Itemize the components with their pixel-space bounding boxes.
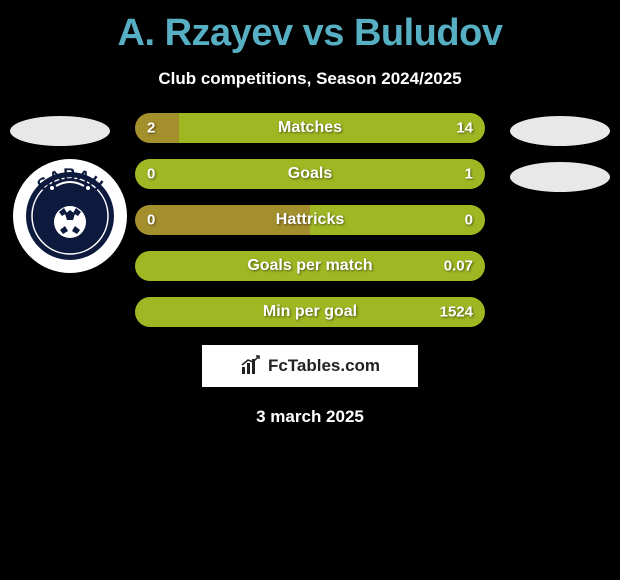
stats-container: SABAH 2017 Matches214Goals01Hattricks00G…	[0, 113, 620, 327]
bar-value-right: 0	[465, 212, 473, 229]
bar-label: Goals	[288, 165, 332, 183]
club-crest-sabah: SABAH 2017	[12, 158, 128, 274]
footer-badge[interactable]: FcTables.com	[202, 345, 418, 387]
bar-label: Goals per match	[247, 257, 372, 275]
stat-bar: Min per goal 1524	[135, 297, 485, 327]
right-ellipse-placeholder-2	[510, 162, 610, 192]
page-title: A. Rzayev vs Buludov	[0, 0, 620, 55]
svg-text:2017: 2017	[60, 239, 81, 250]
stat-bar: Goals per match 0.07	[135, 251, 485, 281]
bar-value-right: 1	[465, 166, 473, 183]
stat-bar: Matches 2 14	[135, 113, 485, 143]
chart-icon	[240, 355, 262, 377]
right-ellipse-placeholder	[510, 116, 610, 146]
stat-bar: Goals 0 1	[135, 159, 485, 189]
left-ellipse-placeholder	[10, 116, 110, 146]
bar-value-right: 1524	[440, 304, 473, 321]
subtitle: Club competitions, Season 2024/2025	[0, 69, 620, 89]
footer-badge-text: FcTables.com	[268, 356, 380, 376]
bar-value-left: 0	[147, 166, 155, 183]
bar-value-right: 14	[456, 120, 473, 137]
bar-value-left: 0	[147, 212, 155, 229]
bar-label: Matches	[278, 119, 342, 137]
bar-value-left: 2	[147, 120, 155, 137]
stat-bar: Hattricks 0 0	[135, 205, 485, 235]
bar-value-right: 0.07	[444, 258, 473, 275]
crest-text-bottom: 2017	[60, 239, 81, 250]
bar-fill-left	[135, 113, 179, 143]
bar-label: Hattricks	[276, 211, 344, 229]
date-text: 3 march 2025	[0, 407, 620, 427]
bar-label: Min per goal	[263, 303, 357, 321]
stat-bars: Matches 2 14 Goals 0 1 Hattricks 0 0 Goals per ma…	[135, 113, 485, 327]
